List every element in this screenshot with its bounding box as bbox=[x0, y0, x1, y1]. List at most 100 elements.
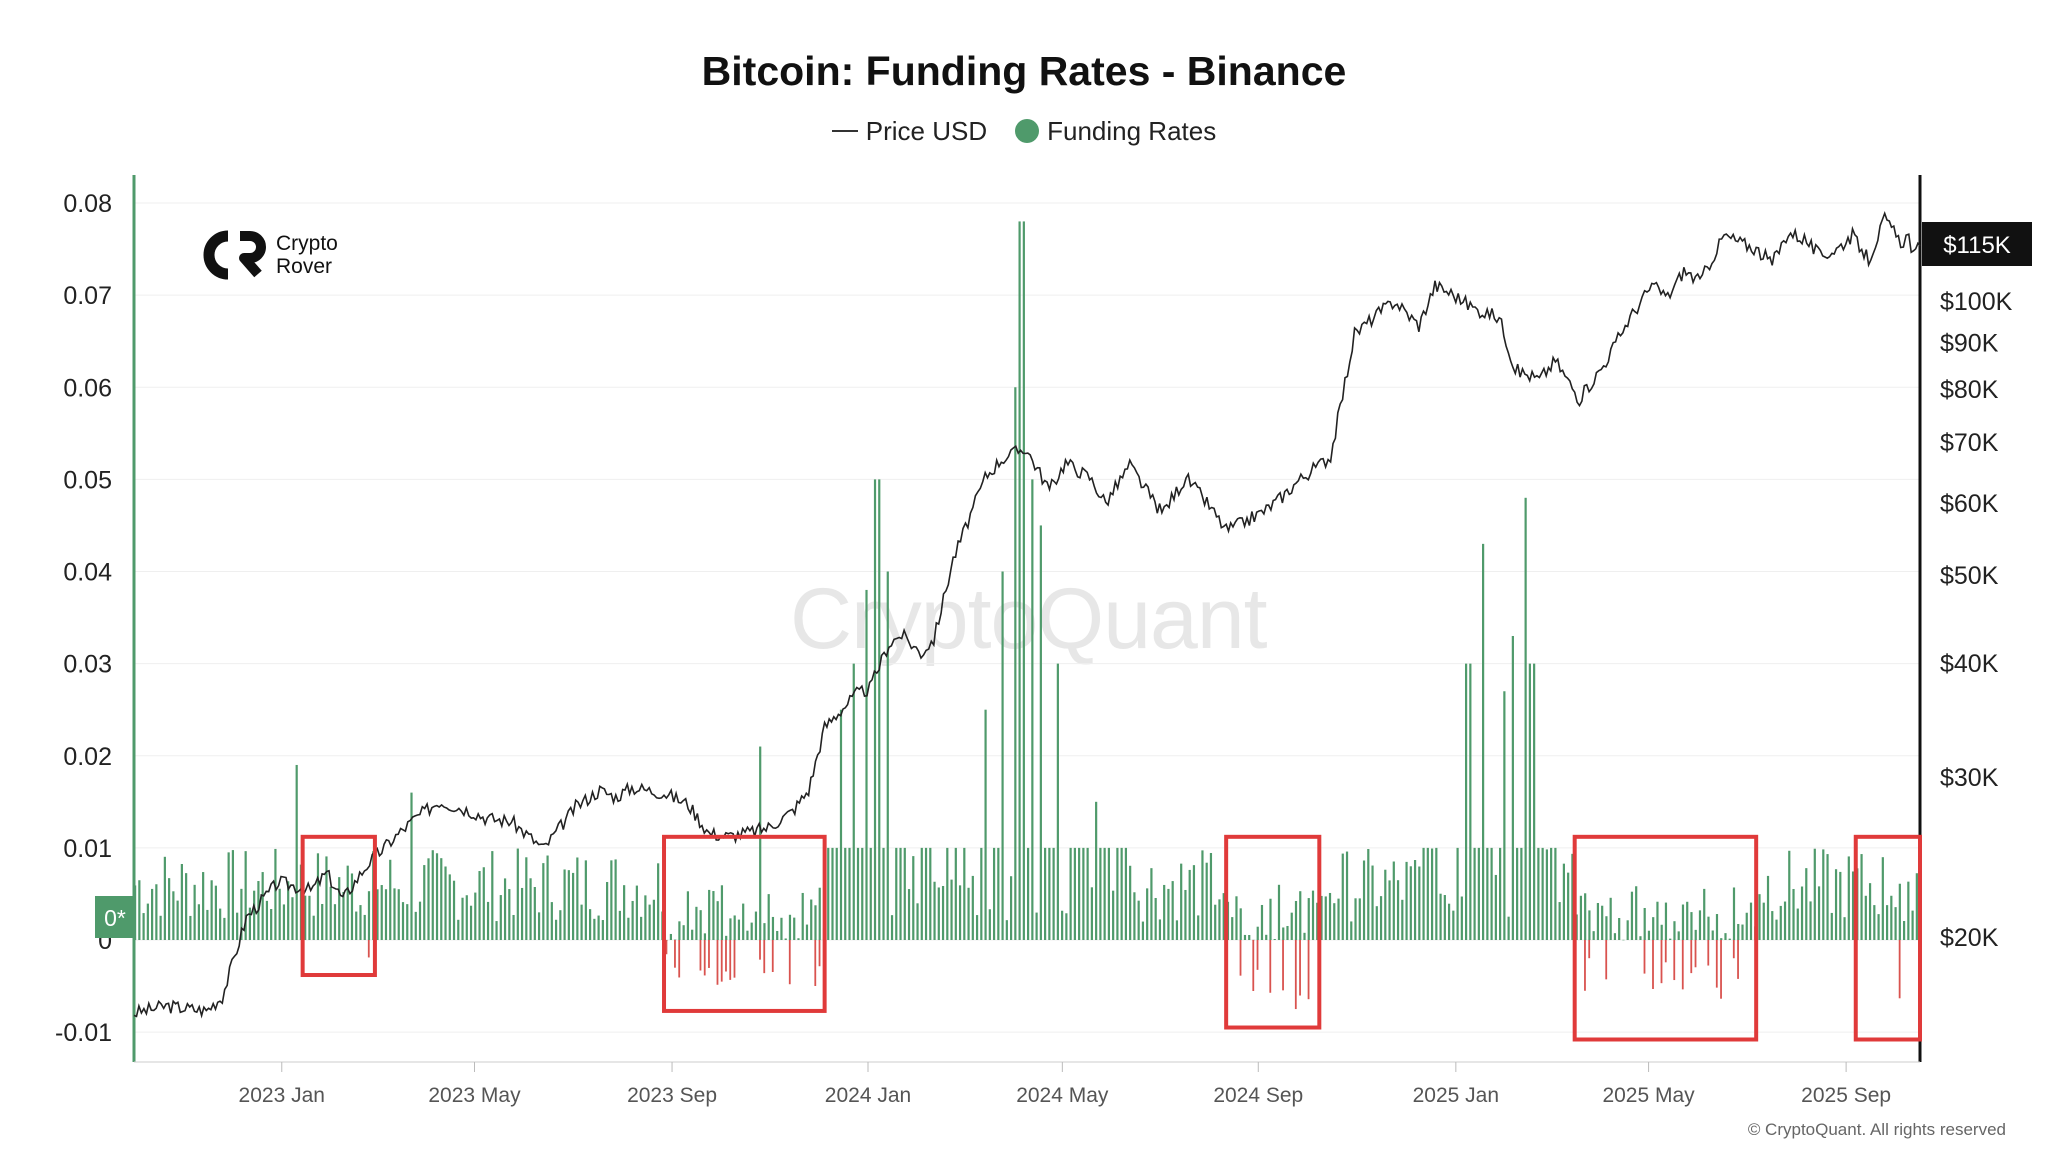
x-tick-label: 2025 Jan bbox=[1413, 1084, 1499, 1107]
funding-bar bbox=[1324, 896, 1327, 940]
funding-bar bbox=[1345, 851, 1349, 940]
funding-bar bbox=[1426, 847, 1429, 940]
funding-bar bbox=[1562, 863, 1565, 940]
funding-bar bbox=[537, 912, 541, 940]
funding-bar bbox=[1537, 847, 1540, 940]
funding-bar bbox=[1915, 873, 1918, 940]
funding-bar bbox=[168, 878, 171, 940]
funding-bar bbox=[1490, 847, 1493, 940]
funding-bar bbox=[1418, 866, 1421, 940]
funding-bar bbox=[486, 901, 490, 940]
funding-bar bbox=[1579, 895, 1583, 940]
highlight-box bbox=[300, 834, 377, 978]
funding-bar bbox=[1601, 905, 1604, 940]
funding-bar bbox=[1239, 908, 1242, 940]
funding-bar-negative bbox=[1737, 940, 1739, 979]
funding-bar bbox=[967, 887, 970, 940]
funding-bar bbox=[1044, 847, 1047, 940]
funding-bar bbox=[440, 858, 443, 940]
chart-legend: Price USD Funding Rates bbox=[0, 114, 2048, 147]
funding-bar bbox=[1167, 888, 1170, 940]
funding-bar bbox=[491, 851, 494, 940]
funding-bar bbox=[1328, 892, 1332, 940]
funding-bar bbox=[1460, 896, 1463, 940]
funding-bar bbox=[580, 904, 583, 940]
funding-bar bbox=[992, 847, 996, 940]
funding-bar bbox=[435, 853, 439, 940]
current-price-badge bbox=[1922, 222, 2032, 266]
funding-bar bbox=[1788, 850, 1791, 940]
funding-bar bbox=[1775, 919, 1778, 940]
funding-bar-negative bbox=[763, 940, 766, 974]
funding-bar bbox=[393, 888, 396, 940]
funding-bar bbox=[1005, 920, 1008, 940]
funding-bar bbox=[1150, 868, 1153, 940]
legend-price-label[interactable]: Price USD bbox=[865, 115, 988, 146]
funding-bar bbox=[997, 847, 1000, 940]
funding-bar bbox=[1422, 847, 1425, 940]
funding-bar bbox=[261, 872, 264, 940]
left-tick-label: -0.01 bbox=[55, 1019, 112, 1047]
funding-bar-negative bbox=[1307, 940, 1310, 1000]
funding-bar bbox=[253, 890, 256, 940]
right-tick-label: $20K bbox=[1940, 924, 1999, 952]
funding-bar bbox=[635, 885, 638, 940]
funding-bar bbox=[291, 897, 294, 940]
funding-bar bbox=[835, 847, 838, 940]
funding-bar bbox=[618, 910, 621, 940]
funding-bar bbox=[720, 885, 724, 940]
x-tick-label: 2024 Jan bbox=[825, 1084, 911, 1107]
funding-bar bbox=[1592, 931, 1595, 940]
funding-bar bbox=[1014, 387, 1017, 940]
funding-bar-negative bbox=[1673, 940, 1676, 981]
funding-bar bbox=[1813, 848, 1816, 940]
funding-bar bbox=[1222, 893, 1225, 940]
funding-bar-negative bbox=[1898, 940, 1901, 999]
funding-bar bbox=[657, 863, 660, 940]
funding-bar bbox=[1567, 872, 1570, 940]
funding-bar bbox=[525, 857, 528, 940]
legend-funding-label[interactable]: Funding Rates bbox=[1047, 115, 1217, 146]
funding-bar bbox=[1299, 891, 1302, 940]
funding-bar bbox=[1626, 920, 1629, 940]
funding-bar bbox=[231, 850, 235, 940]
highlight-box bbox=[1572, 834, 1759, 1042]
funding-bar bbox=[461, 897, 464, 940]
funding-bar bbox=[236, 912, 239, 940]
funding-bar bbox=[1894, 907, 1897, 940]
funding-bar bbox=[1201, 850, 1204, 940]
left-tick-label: 0.06 bbox=[63, 374, 112, 402]
funding-bar bbox=[159, 915, 162, 940]
funding-bar bbox=[1749, 902, 1753, 940]
funding-bar bbox=[941, 885, 945, 940]
funding-bar bbox=[754, 911, 758, 940]
funding-bar bbox=[1018, 221, 1021, 941]
highlight-box bbox=[1853, 834, 1922, 1042]
funding-bar bbox=[1069, 847, 1072, 940]
funding-bar bbox=[163, 856, 166, 940]
funding-bar bbox=[1724, 933, 1727, 940]
funding-bar bbox=[1677, 931, 1680, 940]
watermark: CryptoQuant bbox=[790, 571, 1268, 667]
funding-bar bbox=[431, 850, 434, 940]
funding-bar bbox=[444, 866, 447, 940]
funding-bar bbox=[512, 914, 515, 940]
funding-bar bbox=[1486, 847, 1489, 940]
funding-bar bbox=[1681, 904, 1685, 940]
funding-bar bbox=[695, 906, 698, 940]
funding-bar bbox=[1694, 929, 1697, 940]
funding-bar bbox=[623, 885, 626, 940]
funding-bar bbox=[593, 918, 596, 940]
funding-bar bbox=[814, 905, 817, 940]
funding-bar bbox=[1388, 880, 1391, 940]
funding-bar bbox=[499, 895, 502, 940]
funding-bar bbox=[1320, 895, 1323, 940]
funding-bar bbox=[759, 746, 762, 940]
funding-bar bbox=[1605, 916, 1608, 940]
funding-bar bbox=[1009, 876, 1013, 940]
funding-bar bbox=[1035, 912, 1038, 940]
funding-bar bbox=[1205, 862, 1208, 940]
funding-bar bbox=[1439, 893, 1442, 940]
funding-bar bbox=[589, 909, 592, 940]
